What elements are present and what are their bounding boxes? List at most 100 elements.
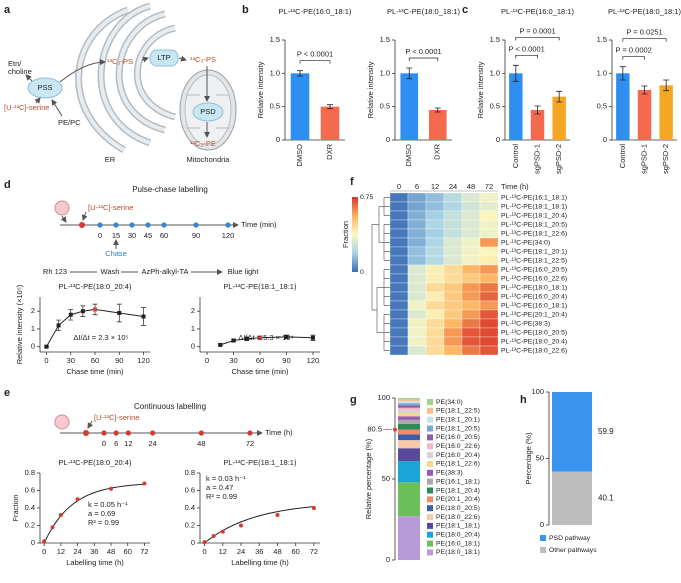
bar bbox=[290, 73, 310, 140]
dendrogram bbox=[371, 197, 390, 351]
y-axis-label: Fraction bbox=[11, 494, 20, 521]
legend-swatch bbox=[427, 434, 433, 441]
heatmap-cell bbox=[389, 246, 409, 257]
heatmap-cell bbox=[407, 246, 427, 257]
x-tick-label: 90 bbox=[282, 356, 290, 365]
data-point bbox=[211, 534, 216, 538]
column-label: 12 bbox=[431, 182, 439, 191]
y-tick-label: 0.2 bbox=[185, 520, 195, 529]
colorbar-tick-label: 0.75 bbox=[360, 194, 373, 201]
legend-label: PE(18:1_20:4) bbox=[436, 487, 480, 494]
data-point bbox=[220, 529, 225, 534]
y-tick-label: 0.4 bbox=[25, 503, 35, 512]
heatmap-cell bbox=[425, 336, 445, 347]
significance-bracket bbox=[299, 60, 331, 64]
heatmap-cell bbox=[479, 318, 499, 329]
timeline-dot bbox=[225, 222, 231, 228]
error-bar bbox=[512, 64, 519, 82]
heatmap-cell bbox=[479, 300, 499, 311]
legend-swatch bbox=[427, 522, 433, 529]
row-label: PL-¹³C-PE(18:1_22:5) bbox=[501, 257, 567, 264]
step-label: AzPh-alkyl-TA bbox=[142, 267, 189, 276]
legend-swatch bbox=[427, 425, 433, 432]
heatmap-cell bbox=[479, 291, 499, 302]
bar-segment bbox=[398, 440, 420, 449]
serine-label: [U-¹³C]-serine bbox=[4, 103, 49, 112]
y-tick-label: 1.0 bbox=[490, 68, 500, 77]
significance-bracket bbox=[408, 57, 439, 61]
chart-title: PL-¹³C-PE(18:0_18:1) bbox=[608, 7, 681, 16]
annotation: R² = 0.99 bbox=[88, 518, 119, 527]
bar bbox=[659, 85, 673, 140]
legend-label: PE(18:1_22:5) bbox=[436, 408, 480, 415]
heatmap-cell bbox=[461, 273, 481, 284]
heatmap-cell bbox=[479, 345, 499, 356]
y-tick-label: 1.5 bbox=[490, 35, 500, 44]
y-tick-label: 1.0 bbox=[597, 68, 607, 77]
heatmap-cell bbox=[407, 318, 427, 329]
x-tick-label: DMSO bbox=[295, 144, 304, 167]
data-point bbox=[275, 513, 280, 517]
heatmap-cell bbox=[389, 210, 409, 221]
data-point bbox=[50, 525, 55, 530]
bar-segment bbox=[398, 448, 420, 462]
y-tick-label: 0.4 bbox=[185, 503, 195, 512]
heatmap-cell bbox=[425, 192, 445, 203]
x-tick-label: 60 bbox=[292, 547, 300, 556]
timeline-label: Time (h) bbox=[265, 428, 293, 437]
data-point bbox=[109, 486, 114, 491]
timeline-label: Time (min) bbox=[241, 220, 277, 229]
mito-label: Mitochondria bbox=[187, 155, 231, 164]
column-label: 24 bbox=[449, 182, 457, 191]
y-tick-label: 1.5 bbox=[597, 35, 607, 44]
timeline-dot bbox=[161, 222, 167, 228]
bar-segment bbox=[398, 416, 420, 420]
value-label: 59.9 bbox=[598, 427, 614, 436]
schematic-title: Pulse-chase labelling bbox=[132, 185, 208, 194]
ps-label: ¹³C₃-PS bbox=[190, 55, 216, 64]
x-tick-label: 48 bbox=[273, 547, 281, 556]
timeline-dot bbox=[97, 222, 103, 228]
y-tick-label: 0 bbox=[276, 135, 280, 144]
x-tick-label: Control bbox=[618, 144, 627, 169]
step-label: Wash bbox=[101, 267, 120, 276]
heatmap-cell bbox=[443, 228, 463, 239]
chart-title: PL-¹³C-PE(18:1_18:1) bbox=[224, 282, 297, 291]
row-label: PL-¹³C-PE(38:3) bbox=[501, 320, 550, 327]
row-label: PL-¹³C-PE(18:0_18:1) bbox=[501, 284, 567, 291]
bar-segment bbox=[398, 516, 420, 560]
column-axis-label: Time (h) bbox=[501, 182, 529, 191]
x-tick-label: sgPSD-2 bbox=[554, 144, 563, 174]
timeline-dot bbox=[113, 222, 119, 228]
heatmap-cell bbox=[479, 237, 499, 248]
heatmap-cell bbox=[407, 282, 427, 293]
heatmap-cell bbox=[425, 345, 445, 356]
y-tick-label: 1 bbox=[191, 324, 195, 333]
heatmap-cell bbox=[425, 219, 445, 230]
annotation: a = 0.47 bbox=[206, 483, 233, 492]
heatmap-cell bbox=[461, 300, 481, 311]
heatmap-cell bbox=[389, 228, 409, 239]
data-point bbox=[258, 335, 262, 340]
x-tick-label: 30 bbox=[229, 356, 237, 365]
timeline-dot bbox=[198, 430, 204, 436]
x-tick-label: 120 bbox=[137, 356, 150, 365]
x-tick-label: DMSO bbox=[404, 144, 413, 167]
arrow bbox=[25, 74, 33, 82]
legend-label: PE(16:0_22:6) bbox=[436, 443, 480, 450]
y-tick-label: 0.6 bbox=[185, 485, 195, 494]
heatmap-cell bbox=[479, 219, 499, 230]
x-tick-label: 12 bbox=[219, 547, 227, 556]
pulse-dot bbox=[79, 222, 85, 228]
timeline-dot bbox=[150, 430, 156, 436]
legend-label: PE(18:0_20:4) bbox=[436, 532, 480, 539]
value-label: 40.1 bbox=[598, 493, 614, 502]
row-label: PL-¹³C-PE(16:0_20:4) bbox=[501, 293, 567, 300]
etn-label: choline bbox=[8, 67, 32, 76]
heatmap-cell bbox=[461, 201, 481, 212]
timeline-dot bbox=[145, 222, 151, 228]
heatmap-cell bbox=[461, 228, 481, 239]
heatmap-cell bbox=[461, 309, 481, 320]
heatmap-cell bbox=[479, 255, 499, 266]
y-tick-label: 0.8 bbox=[185, 468, 195, 477]
